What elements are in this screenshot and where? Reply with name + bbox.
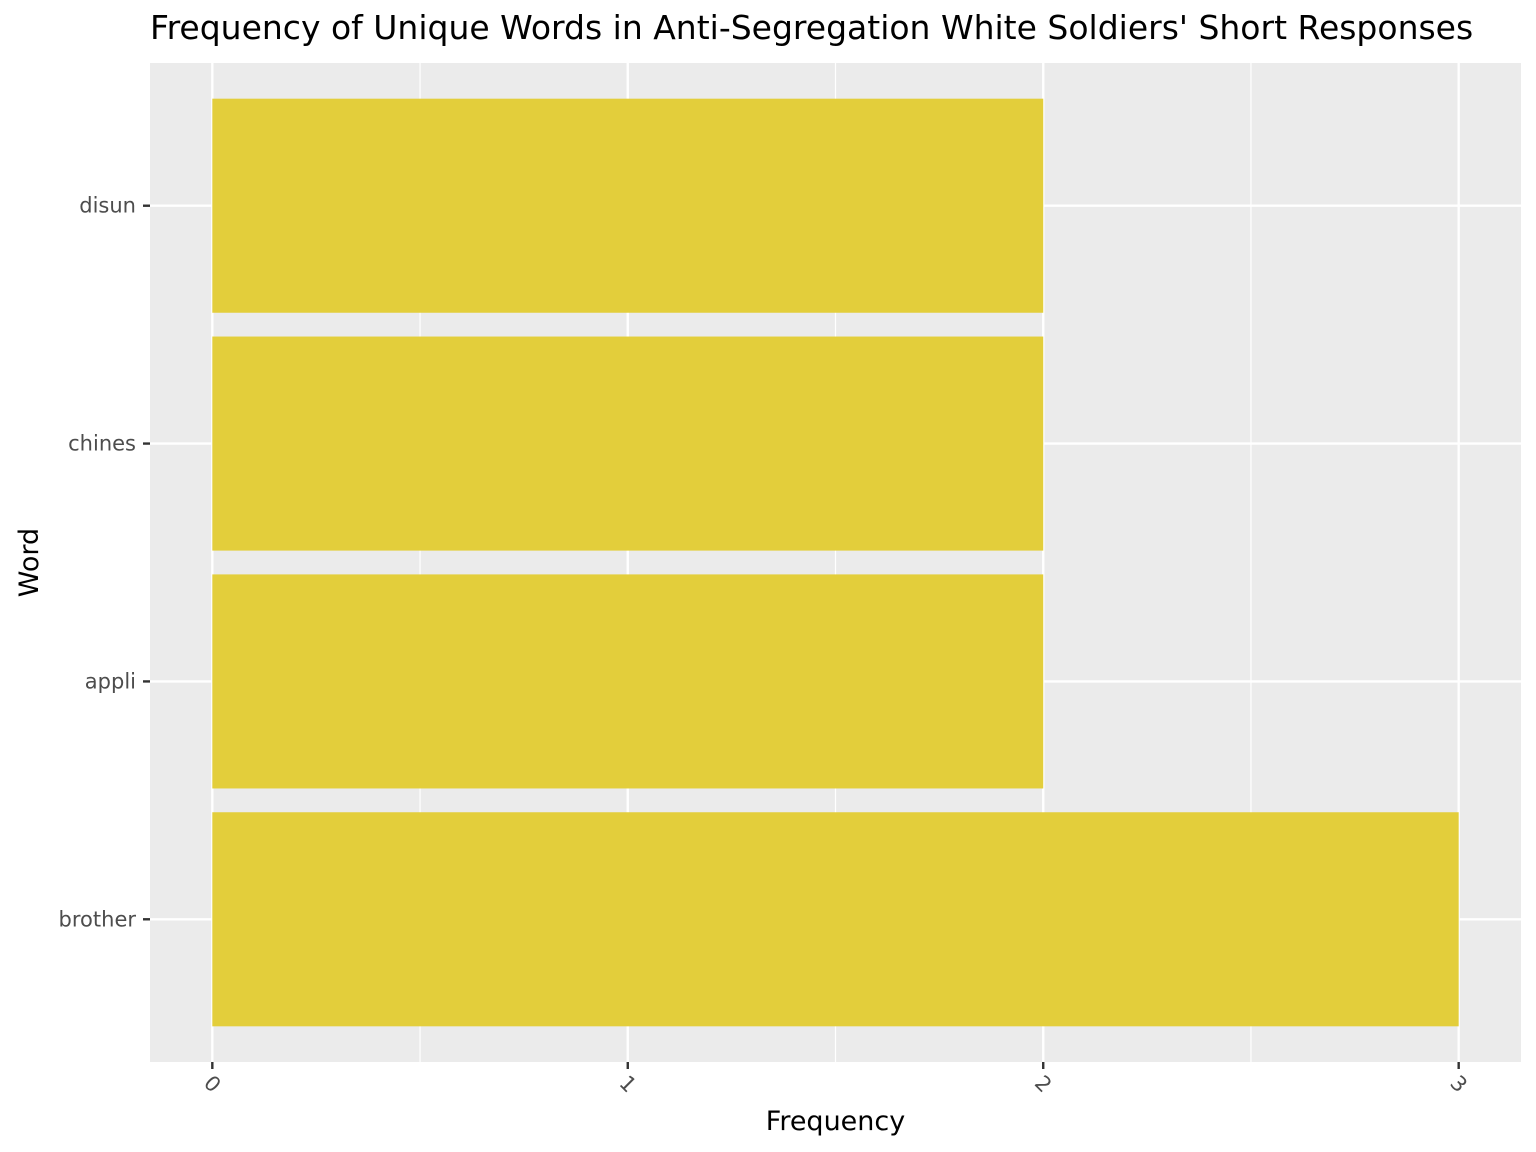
x-tick-label: 0: [199, 1071, 225, 1097]
chart-title: Frequency of Unique Words in Anti-Segreg…: [150, 8, 1474, 47]
bars: [212, 98, 1459, 1027]
bar-chines: [212, 336, 1044, 551]
x-tick-label: 3: [1445, 1071, 1471, 1097]
bar-disun: [212, 98, 1044, 313]
y-tick-label: brother: [59, 907, 137, 931]
x-tick-label: 1: [615, 1071, 641, 1097]
y-tick-label: disun: [79, 194, 136, 218]
x-axis-title: Frequency: [766, 1106, 906, 1137]
y-tick-label: appli: [85, 669, 136, 693]
y-axis-title: Word: [14, 528, 45, 597]
y-axis: brother appli chines disun: [59, 194, 150, 931]
bar-brother: [212, 812, 1459, 1027]
y-tick-label: chines: [68, 432, 136, 456]
x-tick-label: 2: [1030, 1071, 1056, 1097]
x-axis: 0 1 2 3: [199, 1062, 1472, 1097]
bar-appli: [212, 574, 1044, 789]
